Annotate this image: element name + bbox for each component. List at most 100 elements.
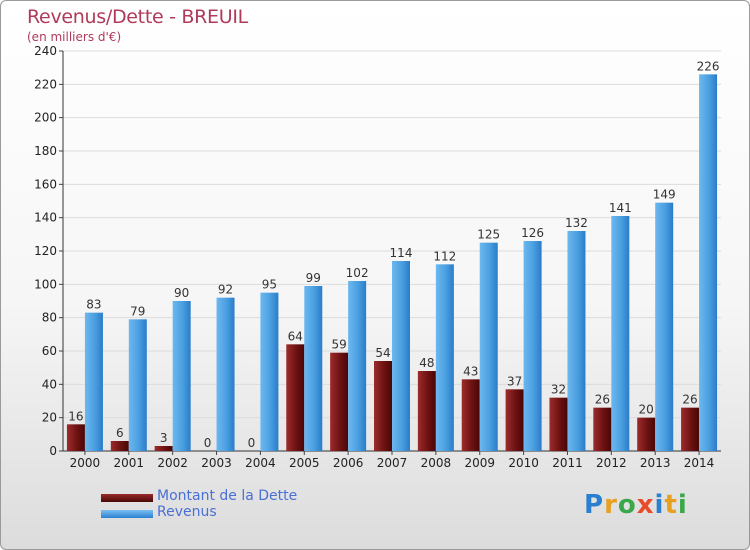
y-tick-label: 220 bbox=[34, 77, 57, 91]
data-label-revenus: 112 bbox=[433, 249, 456, 263]
data-label-revenus: 226 bbox=[697, 59, 720, 73]
bar-dette bbox=[66, 424, 85, 451]
bar-revenus bbox=[655, 202, 674, 451]
legend-swatch-dette bbox=[101, 494, 153, 502]
x-tick-label: 2011 bbox=[552, 456, 583, 470]
data-label-dette: 20 bbox=[639, 403, 654, 417]
y-tick-label: 20 bbox=[42, 411, 57, 425]
data-label-revenus: 125 bbox=[477, 228, 500, 242]
bar-revenus bbox=[128, 319, 147, 451]
bar-dette bbox=[549, 397, 568, 451]
bar-revenus bbox=[260, 292, 279, 451]
legend-label-dette: Montant de la Dette bbox=[157, 488, 298, 504]
x-tick-label: 2006 bbox=[333, 456, 364, 470]
data-label-dette: 16 bbox=[68, 409, 83, 423]
bar-revenus bbox=[611, 216, 630, 451]
data-label-revenus: 149 bbox=[653, 188, 676, 202]
data-label-dette: 0 bbox=[204, 436, 212, 450]
data-label-dette: 6 bbox=[116, 426, 124, 440]
chart-title: Revenus/Dette - BREUIL bbox=[27, 6, 248, 28]
bar-dette bbox=[286, 344, 305, 451]
data-label-revenus: 83 bbox=[86, 298, 101, 312]
y-tick-label: 80 bbox=[42, 311, 57, 325]
data-label-dette: 64 bbox=[288, 329, 303, 343]
chart-subtitle: (en milliers d'€) bbox=[27, 30, 122, 44]
bar-revenus bbox=[479, 242, 498, 451]
y-tick-label: 0 bbox=[49, 444, 57, 458]
logo-letter: x bbox=[636, 490, 655, 520]
data-label-revenus: 141 bbox=[609, 201, 632, 215]
logo-letter: P bbox=[584, 490, 605, 520]
logo-letter: o bbox=[617, 490, 637, 520]
bar-revenus bbox=[348, 281, 367, 451]
x-tick-label: 2004 bbox=[245, 456, 276, 470]
data-label-dette: 32 bbox=[551, 383, 566, 397]
data-label-revenus: 126 bbox=[521, 226, 544, 240]
data-label-revenus: 90 bbox=[174, 286, 189, 300]
data-label-revenus: 99 bbox=[306, 271, 321, 285]
logo-letter: i bbox=[677, 490, 688, 520]
data-label-dette: 0 bbox=[248, 436, 256, 450]
x-tick-label: 2012 bbox=[596, 456, 627, 470]
logo-letter: t bbox=[664, 490, 678, 520]
data-label-revenus: 92 bbox=[218, 283, 233, 297]
bar-dette bbox=[593, 407, 612, 451]
data-label-dette: 43 bbox=[463, 364, 478, 378]
legend-label-revenus: Revenus bbox=[157, 504, 217, 520]
x-tick-label: 2013 bbox=[640, 456, 671, 470]
logo-letter: r bbox=[604, 490, 618, 520]
x-tick-label: 2001 bbox=[114, 456, 145, 470]
x-tick-label: 2010 bbox=[508, 456, 539, 470]
bar-revenus bbox=[172, 301, 191, 451]
y-tick-label: 240 bbox=[34, 44, 57, 58]
x-tick-label: 2008 bbox=[421, 456, 452, 470]
bar-revenus bbox=[392, 261, 410, 451]
data-label-revenus: 132 bbox=[565, 216, 588, 230]
bar-dette bbox=[154, 446, 173, 451]
y-tick-label: 180 bbox=[34, 144, 57, 158]
y-tick-label: 120 bbox=[34, 244, 57, 258]
y-tick-label: 100 bbox=[34, 277, 57, 291]
x-tick-label: 2003 bbox=[201, 456, 232, 470]
proxiti-logo: Proxiti bbox=[584, 490, 688, 520]
data-label-revenus: 79 bbox=[130, 304, 145, 318]
bar-dette bbox=[417, 371, 436, 451]
x-tick-label: 2009 bbox=[464, 456, 495, 470]
bar-dette bbox=[505, 389, 524, 451]
bar-dette bbox=[681, 407, 700, 451]
bar-revenus bbox=[435, 264, 454, 451]
bar-revenus bbox=[84, 312, 103, 451]
x-tick-label: 2007 bbox=[377, 456, 408, 470]
x-tick-label: 2002 bbox=[157, 456, 188, 470]
y-tick-label: 160 bbox=[34, 177, 57, 191]
bar-revenus bbox=[567, 231, 586, 451]
data-label-dette: 48 bbox=[419, 356, 434, 370]
x-tick-label: 2005 bbox=[289, 456, 320, 470]
data-label-revenus: 114 bbox=[390, 246, 413, 260]
x-tick-label: 2014 bbox=[684, 456, 715, 470]
bar-revenus bbox=[216, 297, 235, 451]
data-label-dette: 26 bbox=[682, 393, 697, 407]
data-label-revenus: 95 bbox=[262, 278, 277, 292]
bar-dette bbox=[461, 379, 480, 451]
data-label-dette: 54 bbox=[375, 346, 390, 360]
legend-swatch-revenus bbox=[101, 510, 153, 518]
y-tick-label: 60 bbox=[42, 344, 57, 358]
y-tick-label: 200 bbox=[34, 111, 57, 125]
bar-revenus bbox=[304, 286, 323, 451]
bar-dette bbox=[637, 417, 656, 451]
bar-dette bbox=[110, 441, 129, 451]
data-label-dette: 3 bbox=[160, 431, 168, 445]
y-tick-label: 40 bbox=[42, 377, 57, 391]
logo-letter: i bbox=[654, 490, 665, 520]
bar-revenus bbox=[523, 241, 542, 451]
data-label-dette: 37 bbox=[507, 374, 522, 388]
bar-dette bbox=[374, 361, 392, 451]
y-tick-label: 140 bbox=[34, 211, 57, 225]
data-label-dette: 26 bbox=[595, 393, 610, 407]
x-tick-label: 2000 bbox=[70, 456, 101, 470]
data-label-dette: 59 bbox=[331, 338, 346, 352]
bar-revenus bbox=[699, 74, 718, 451]
